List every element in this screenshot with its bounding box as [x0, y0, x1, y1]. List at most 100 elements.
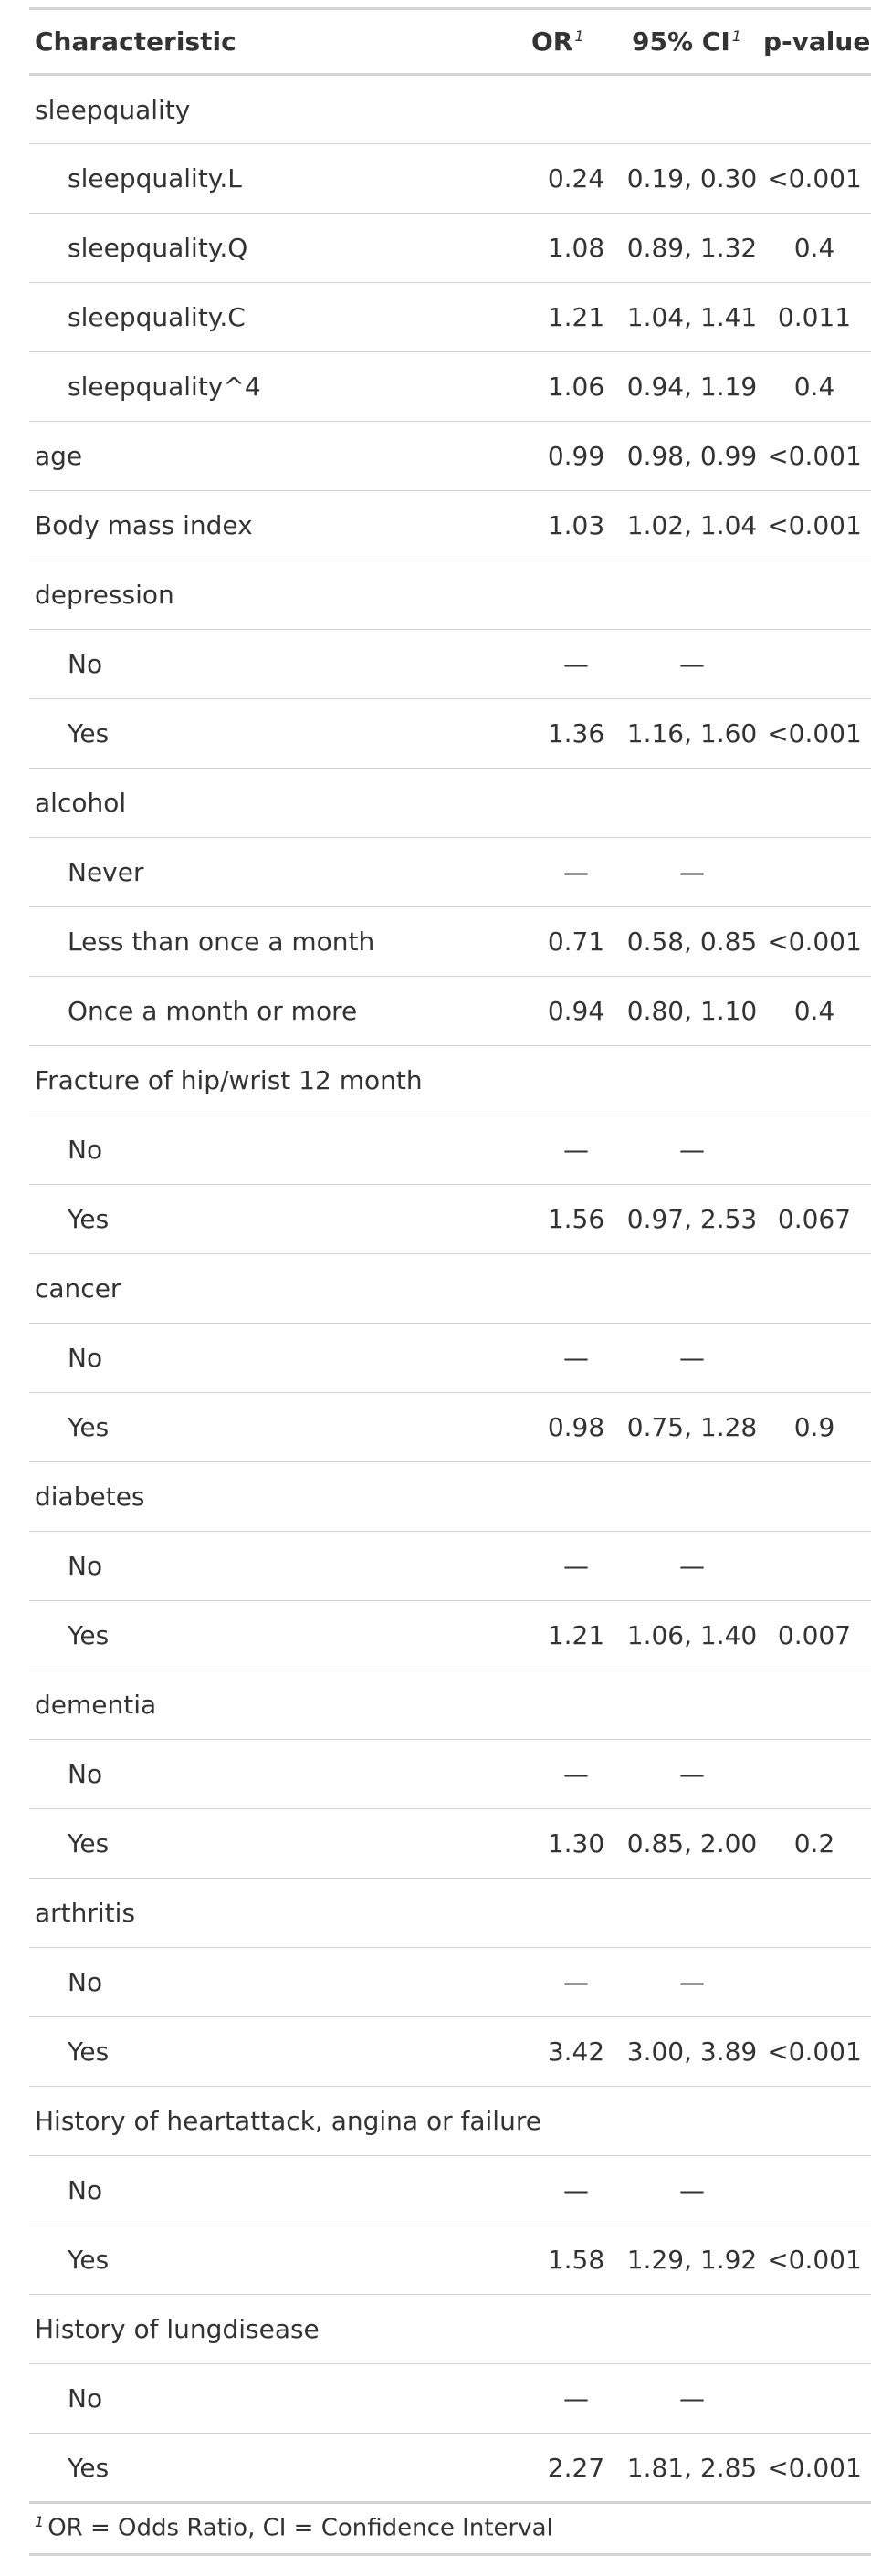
- regression-table: Characteristic OR 1 95% CI 1 p-value sleep…: [29, 7, 871, 2556]
- row-or: 0.24: [526, 143, 626, 214]
- row-label: Fracture of hip/wrist 12 month: [29, 1045, 526, 1115]
- row-label: Yes: [29, 2433, 526, 2504]
- row-p-value: [758, 1253, 871, 1324]
- footnote-text: OR = Odds Ratio, CI = Confidence Interva…: [47, 2514, 553, 2542]
- row-label: Yes: [29, 1808, 526, 1879]
- row-label: sleepquality.Q: [29, 213, 526, 283]
- row-ci: [626, 1670, 758, 1740]
- header-or: OR 1: [526, 7, 626, 76]
- row-p-value: [758, 74, 871, 144]
- row-or: —: [526, 1323, 626, 1393]
- row-p-value: [758, 1739, 871, 1809]
- row-label: Body mass index: [29, 490, 526, 560]
- table-footer: 1 OR = Odds Ratio, CI = Confidence Interv…: [29, 2502, 871, 2556]
- row-or: —: [526, 837, 626, 907]
- table-row-variable: depression: [29, 560, 871, 630]
- row-label: Never: [29, 837, 526, 907]
- row-or: 0.98: [526, 1392, 626, 1462]
- row-label: Yes: [29, 2225, 526, 2295]
- row-label: dementia: [29, 1670, 526, 1740]
- row-ci: [626, 1878, 758, 1948]
- row-ci: 3.00, 3.89: [626, 2016, 758, 2087]
- row-p-value: 0.4: [758, 976, 871, 1046]
- table-row-level: Yes 2.27 1.81, 2.85 <0.001: [29, 2433, 871, 2504]
- table-row-variable: History of lungdisease: [29, 2294, 871, 2364]
- row-label: History of lungdisease: [29, 2294, 526, 2364]
- table-row-level: No — —: [29, 1947, 871, 2017]
- row-ci: 0.75, 1.28: [626, 1392, 758, 1462]
- row-label: No: [29, 1531, 526, 1601]
- table-row-level: Once a month or more 0.94 0.80, 1.10 0.4: [29, 976, 871, 1046]
- row-label: sleepquality.L: [29, 143, 526, 214]
- row-ci: —: [626, 1323, 758, 1393]
- table-row-variable: dementia: [29, 1670, 871, 1740]
- row-ci: —: [626, 1531, 758, 1601]
- row-label: sleepquality^4: [29, 351, 526, 422]
- table-row-level: No — —: [29, 1739, 871, 1809]
- row-p-value: [758, 1670, 871, 1740]
- table-row-variable: Fracture of hip/wrist 12 month: [29, 1045, 871, 1115]
- row-p-value: [758, 2155, 871, 2225]
- row-ci: 1.29, 1.92: [626, 2225, 758, 2295]
- table-row-level: Yes 1.30 0.85, 2.00 0.2: [29, 1808, 871, 1879]
- header-p-value: p-value: [758, 7, 871, 76]
- row-ci: 1.04, 1.41: [626, 282, 758, 352]
- row-ci: [626, 2086, 758, 2156]
- row-or: 1.21: [526, 1600, 626, 1670]
- table-row-level: No — —: [29, 629, 871, 699]
- row-p-value: [758, 1461, 871, 1532]
- row-or: [526, 560, 626, 630]
- table-row-level: sleepquality.Q 1.08 0.89, 1.32 0.4: [29, 213, 871, 283]
- row-or: [526, 1670, 626, 1740]
- row-or: [526, 2294, 626, 2364]
- row-or: [526, 768, 626, 838]
- row-or: —: [526, 1739, 626, 1809]
- table-row-level: Less than once a month 0.71 0.58, 0.85 <0.0…: [29, 906, 871, 977]
- row-label: No: [29, 629, 526, 699]
- header-ci-footnote-marker: 1: [731, 26, 741, 45]
- row-p-value: [758, 768, 871, 838]
- row-label: No: [29, 2363, 526, 2434]
- row-or: 0.94: [526, 976, 626, 1046]
- row-ci: 0.19, 0.30: [626, 143, 758, 214]
- table-row-level: Never — —: [29, 837, 871, 907]
- table-row-level: sleepquality^4 1.06 0.94, 1.19 0.4: [29, 351, 871, 422]
- row-label: History of heartattack, angina or failur…: [29, 2086, 541, 2156]
- row-p-value: 0.4: [758, 213, 871, 283]
- row-label: age: [29, 421, 526, 491]
- row-label: No: [29, 2155, 526, 2225]
- table-row-variable: sleepquality: [29, 74, 871, 144]
- table-row-variable: arthritis: [29, 1878, 871, 1948]
- row-label: Yes: [29, 1392, 526, 1462]
- row-or: [526, 2086, 626, 2156]
- row-p-value: [758, 2363, 871, 2434]
- row-ci: —: [626, 2155, 758, 2225]
- row-or: —: [526, 2155, 626, 2225]
- row-p-value: 0.2: [758, 1808, 871, 1879]
- row-p-value: <0.001: [758, 490, 871, 560]
- row-p-value: [758, 1878, 871, 1948]
- row-ci: [626, 1045, 758, 1115]
- row-label: arthritis: [29, 1878, 526, 1948]
- table-row-level: Yes 1.56 0.97, 2.53 0.067: [29, 1184, 871, 1254]
- row-label: Less than once a month: [29, 906, 526, 977]
- row-ci: —: [626, 1947, 758, 2017]
- table-row-level: No — —: [29, 2155, 871, 2225]
- table-row-variable: History of heartattack, angina or failur…: [29, 2086, 871, 2156]
- table-row-variable: cancer: [29, 1253, 871, 1324]
- row-ci: —: [626, 1739, 758, 1809]
- row-p-value: [758, 837, 871, 907]
- table-row-level: Yes 1.21 1.06, 1.40 0.007: [29, 1600, 871, 1670]
- row-p-value: [758, 629, 871, 699]
- header-ci: 95% CI 1: [626, 7, 758, 76]
- table-row-level: No — —: [29, 1531, 871, 1601]
- row-or: —: [526, 1531, 626, 1601]
- row-ci: —: [626, 629, 758, 699]
- row-ci: —: [626, 2363, 758, 2434]
- row-or: 1.21: [526, 282, 626, 352]
- row-p-value: <0.001: [758, 2016, 871, 2087]
- row-or: —: [526, 2363, 626, 2434]
- row-p-value: [758, 1531, 871, 1601]
- row-label: No: [29, 1947, 526, 2017]
- footnote-marker: 1: [35, 2513, 45, 2530]
